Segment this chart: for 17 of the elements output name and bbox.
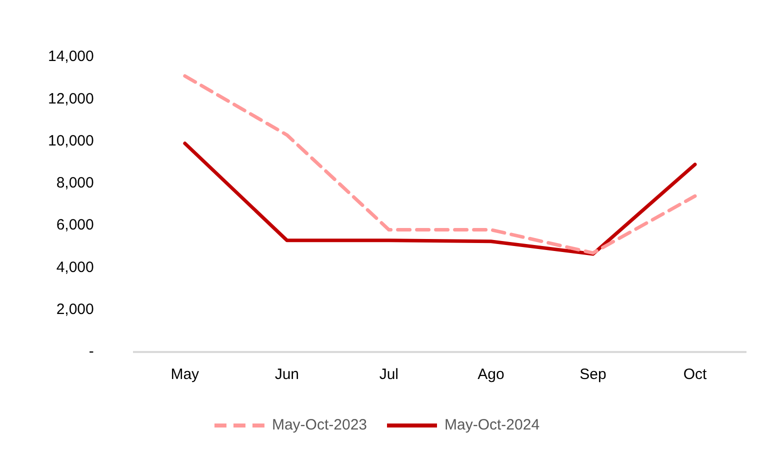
legend-label: May-Oct-2023 xyxy=(272,416,368,434)
y-tick-label: 10,000 xyxy=(48,132,94,150)
y-tick-label: 12,000 xyxy=(48,90,94,108)
x-tick-label: Jun xyxy=(274,366,300,384)
x-tick-label: Sep xyxy=(580,366,606,384)
legend-label: May-Oct-2024 xyxy=(444,416,540,434)
x-tick-label: Jul xyxy=(379,366,399,384)
x-tick-label: Oct xyxy=(683,366,708,384)
y-tick-label: 2,000 xyxy=(56,301,94,318)
x-tick-label: May xyxy=(170,366,200,384)
y-tick-label: 14,000 xyxy=(48,48,94,66)
line-series xyxy=(183,74,697,255)
x-tick-label: Ago xyxy=(478,366,504,384)
y-tick-label: 8,000 xyxy=(56,174,94,192)
y-tick-label: - xyxy=(88,343,94,360)
y-tick-label: 6,000 xyxy=(56,216,94,234)
y-tick-label: 4,000 xyxy=(56,258,94,276)
